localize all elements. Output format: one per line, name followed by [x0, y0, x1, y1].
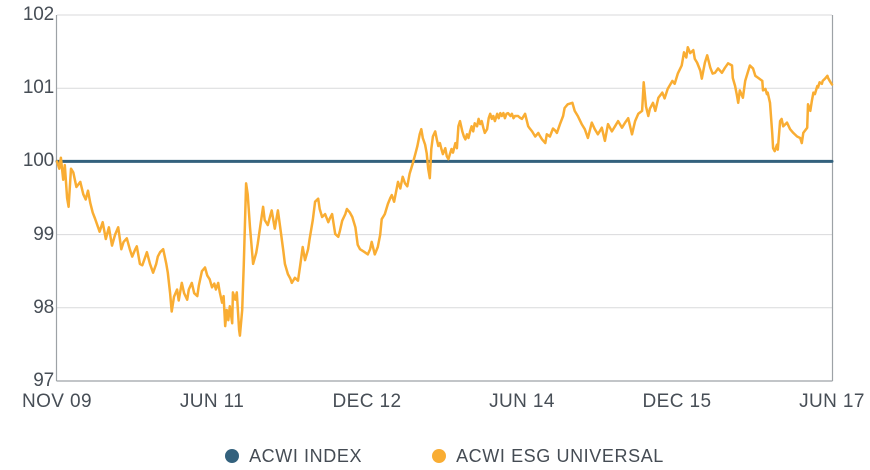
x-tick-label-nov-09: NOV 09: [22, 391, 92, 412]
y-tick-label-97: 97: [33, 370, 54, 391]
y-tick-label-101: 101: [22, 77, 54, 99]
x-tick-label-dec-15: DEC 15: [642, 391, 712, 412]
legend-item-acwi-index: ACWI INDEX: [225, 446, 362, 467]
y-tick-label-102: 102: [22, 4, 54, 25]
legend: ACWI INDEX ACWI ESG UNIVERSAL: [57, 444, 832, 468]
acwi-esg-universal-line: [55, 45, 834, 337]
x-tick-label-jun-11: JUN 11: [179, 391, 245, 412]
legend-label-acwi-index: ACWI INDEX: [249, 445, 363, 466]
legend-label-acwi-esg-universal: ACWI ESG UNIVERSAL: [456, 445, 664, 466]
y-tick-label-99: 99: [33, 223, 54, 245]
legend-item-acwi-esg-universal: ACWI ESG UNIVERSAL: [432, 446, 664, 467]
y-tick-label-100: 100: [22, 150, 54, 172]
legend-marker-acwi-esg-universal-icon: [432, 449, 447, 463]
y-tick-label-98: 98: [33, 296, 54, 318]
x-tick-label-jun-14: JUN 14: [489, 391, 555, 412]
x-tick-label-dec-12: DEC 12: [332, 391, 402, 412]
x-tick-label-jun-17: JUN 17: [799, 391, 865, 412]
legend-marker-acwi-index-icon: [225, 449, 240, 463]
